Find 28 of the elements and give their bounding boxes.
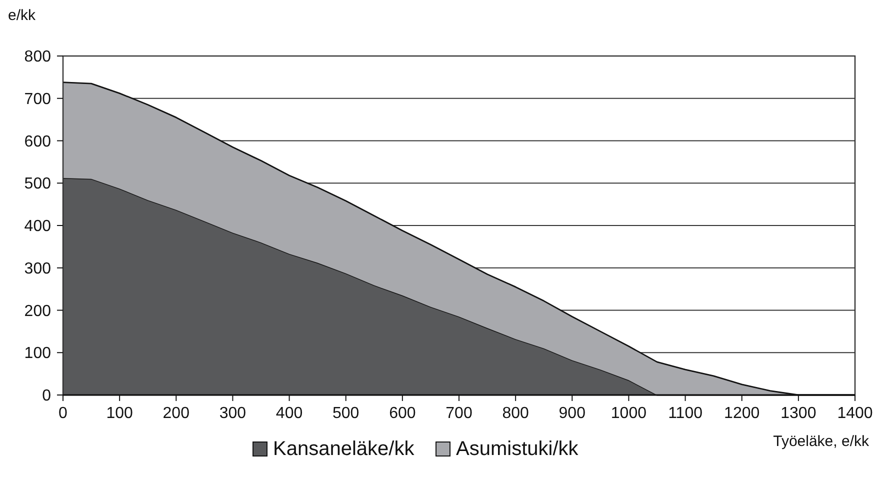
x-tick-label: 800 [502, 405, 530, 422]
x-tick-label: 400 [276, 405, 303, 422]
x-tick-label: 100 [106, 405, 134, 422]
x-tick-label: 1300 [780, 405, 816, 422]
y-tick-label: 0 [42, 388, 52, 405]
x-tick-label: 500 [332, 405, 360, 422]
legend-label: Asumistuki/kk [456, 438, 580, 460]
x-tick-label: 1200 [724, 405, 760, 422]
y-tick-label: 700 [24, 90, 52, 108]
x-tick-label: 300 [219, 405, 246, 422]
x-tick-label: 0 [58, 405, 68, 422]
y-tick-label: 600 [24, 133, 52, 150]
x-tick-label: 1000 [610, 405, 647, 422]
y-axis-title: e/kk [8, 7, 36, 24]
y-tick-label: 300 [24, 260, 52, 278]
x-tick-label: 200 [162, 405, 190, 422]
x-tick-label: 600 [389, 405, 416, 422]
x-axis-title: Työeläke, e/kk [773, 433, 870, 450]
y-tick-label: 200 [24, 302, 52, 320]
x-tick-label: 700 [446, 405, 472, 422]
x-tick-label: 900 [558, 405, 586, 422]
legend-label: Kansaneläke/kk [273, 438, 416, 460]
y-tick-label: 500 [24, 176, 52, 193]
y-tick-label: 800 [24, 48, 52, 66]
y-tick-label: 100 [24, 345, 52, 362]
x-tick-label: 1400 [837, 405, 873, 422]
y-tick-label: 400 [24, 218, 52, 236]
x-tick-label: 1100 [668, 405, 703, 422]
